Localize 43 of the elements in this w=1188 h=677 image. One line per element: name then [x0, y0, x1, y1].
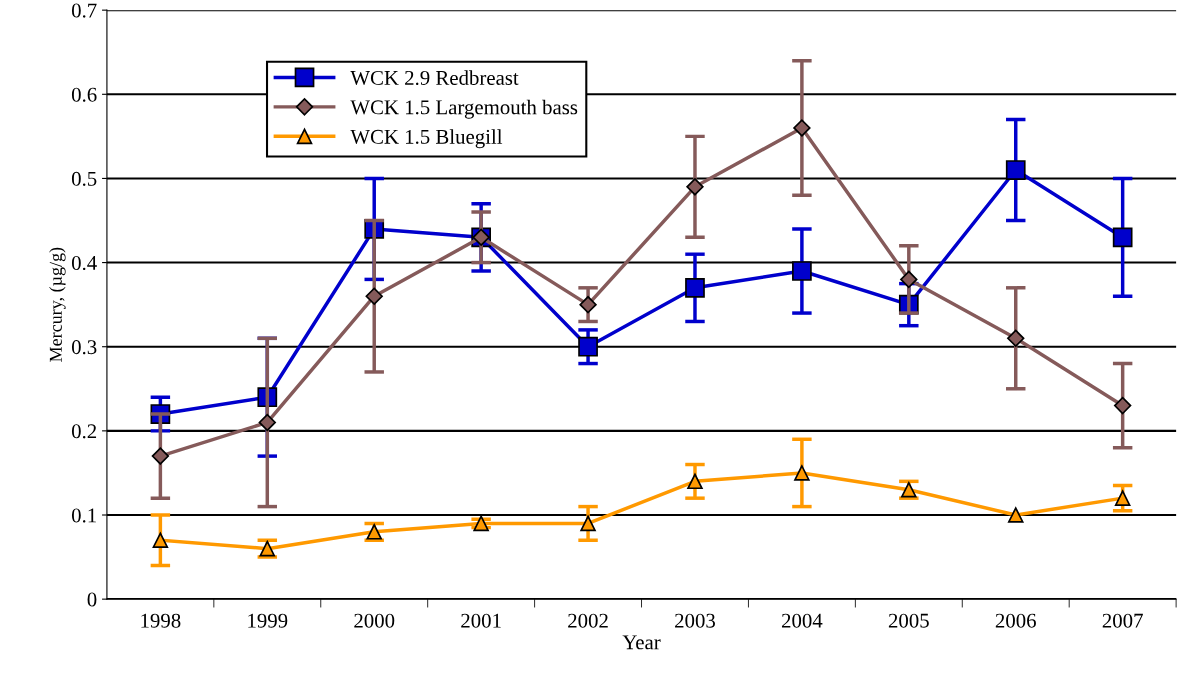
point	[792, 261, 812, 281]
point	[686, 178, 704, 196]
point	[152, 532, 169, 549]
point	[1007, 329, 1025, 347]
point	[258, 413, 276, 432]
y-axis-title: Mercury, (µg/g)	[49, 247, 66, 362]
point	[578, 336, 598, 357]
x-tick-label: 1999	[248, 613, 288, 628]
y-tick-label: 0.3	[71, 340, 97, 355]
legend-label: WCK 2.9 Redbreast	[350, 70, 519, 86]
y-tick-label: 0.6	[71, 87, 97, 102]
y-tick-label: 0.5	[71, 171, 97, 186]
x-axis-title: Year	[622, 635, 661, 650]
point	[580, 515, 596, 532]
y-tick-label: 0.1	[71, 508, 96, 523]
x-tick-label: 2001	[461, 613, 501, 628]
x-tick-label: 2006	[995, 613, 1036, 628]
x-tick-label: 2005	[888, 613, 929, 628]
x-tick-label: 2003	[675, 613, 715, 628]
point	[579, 295, 597, 314]
point	[1005, 160, 1026, 180]
legend-label: WCK 1.5 Largemouth bass	[350, 99, 578, 119]
point	[151, 447, 170, 465]
point	[687, 473, 703, 490]
point	[1112, 227, 1133, 248]
y-tick-label: 0.2	[71, 424, 97, 439]
x-tick-label: 1998	[141, 613, 181, 628]
x-tick-label: 2007	[1102, 613, 1143, 628]
point	[794, 465, 810, 481]
y-tick-label: 0	[87, 592, 97, 607]
x-tick-label: 2004	[781, 613, 823, 628]
point	[365, 287, 383, 305]
point	[1113, 396, 1132, 415]
point	[1007, 507, 1024, 523]
x-tick-label: 2000	[354, 613, 395, 628]
point	[1114, 490, 1131, 506]
x-tick-label: 2002	[568, 613, 608, 628]
point	[793, 119, 811, 137]
y-tick-label: 0.7	[71, 3, 97, 18]
point	[685, 277, 705, 298]
y-tick-label: 0.4	[71, 255, 97, 271]
legend-label: WCK 1.5 Bluegill	[350, 129, 503, 149]
point	[900, 270, 918, 289]
